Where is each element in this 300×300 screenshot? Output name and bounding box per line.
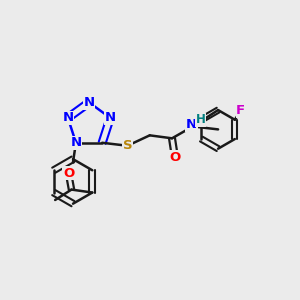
Text: N: N — [186, 118, 197, 131]
Text: S: S — [123, 139, 132, 152]
Text: N: N — [62, 111, 74, 124]
Text: N: N — [105, 111, 116, 124]
Text: F: F — [236, 104, 245, 117]
Text: O: O — [63, 167, 74, 180]
Text: O: O — [169, 151, 181, 164]
Text: N: N — [70, 136, 82, 149]
Text: N: N — [83, 96, 94, 109]
Text: H: H — [196, 113, 206, 126]
